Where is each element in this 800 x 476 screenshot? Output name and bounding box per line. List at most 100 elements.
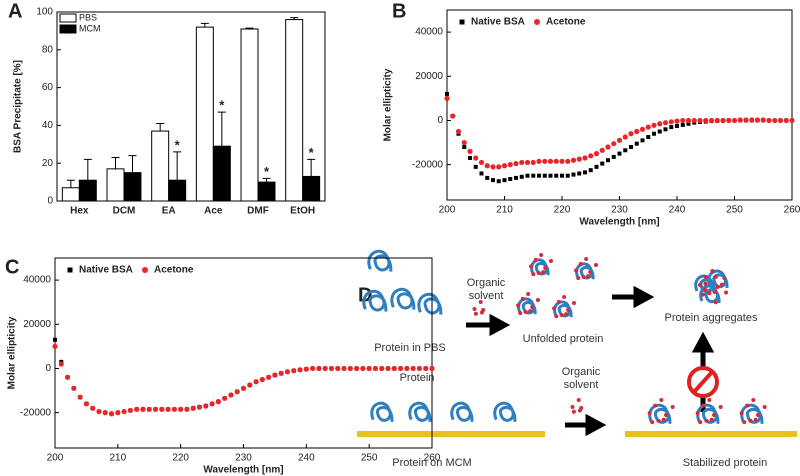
x-tick-label: Ace bbox=[204, 206, 223, 217]
solvent-dot bbox=[753, 417, 758, 422]
point bbox=[646, 135, 651, 140]
point bbox=[461, 139, 467, 146]
point bbox=[514, 175, 518, 180]
bar bbox=[285, 19, 304, 202]
solvent-dot bbox=[697, 283, 702, 288]
point bbox=[178, 406, 184, 412]
point bbox=[397, 365, 404, 372]
arrow bbox=[612, 285, 655, 309]
point bbox=[360, 365, 366, 372]
solvent-dot bbox=[535, 298, 540, 303]
point bbox=[354, 365, 360, 372]
point bbox=[146, 406, 152, 412]
solvent-dot bbox=[707, 291, 712, 296]
point bbox=[347, 365, 353, 372]
plot-frame bbox=[446, 9, 793, 201]
point bbox=[90, 405, 96, 411]
solvent-dot bbox=[713, 300, 718, 305]
point bbox=[484, 163, 490, 169]
point bbox=[663, 127, 668, 132]
solvent-dot bbox=[556, 299, 561, 304]
solvent-dot bbox=[571, 301, 576, 306]
point bbox=[588, 153, 594, 159]
solvent-dot bbox=[536, 271, 541, 276]
solvent-dot bbox=[650, 420, 655, 425]
point bbox=[366, 365, 372, 372]
point bbox=[328, 365, 335, 372]
block-sign bbox=[692, 370, 714, 394]
point bbox=[385, 365, 391, 372]
point bbox=[708, 117, 715, 124]
solvent-dot bbox=[713, 274, 718, 279]
point bbox=[468, 156, 472, 161]
solvent-dot bbox=[526, 292, 531, 297]
plot-frame bbox=[56, 11, 326, 202]
x-tick-label: 230 bbox=[611, 205, 628, 216]
point bbox=[77, 394, 83, 400]
solvent-dot bbox=[661, 417, 666, 422]
point bbox=[588, 168, 593, 173]
point bbox=[341, 365, 347, 372]
solvent-dot bbox=[745, 403, 750, 408]
legend-label: PBS bbox=[79, 12, 97, 22]
solvent-dot bbox=[703, 287, 708, 292]
point bbox=[429, 365, 435, 372]
panel-letter: B bbox=[392, 0, 406, 22]
x-axis-label: Wavelength [nm] bbox=[203, 465, 283, 476]
solvent-dot bbox=[664, 413, 668, 417]
point bbox=[473, 155, 479, 161]
point bbox=[760, 117, 766, 123]
point bbox=[372, 365, 379, 372]
solvent-dot bbox=[695, 411, 700, 416]
point bbox=[508, 177, 513, 182]
legend-label: Acetone bbox=[154, 265, 194, 276]
solvent-dot bbox=[712, 413, 716, 417]
point bbox=[171, 406, 177, 412]
solvent-dot bbox=[709, 417, 714, 422]
error-bar bbox=[217, 111, 226, 147]
label: Unfolded protein bbox=[523, 333, 604, 345]
point bbox=[102, 410, 108, 416]
point bbox=[749, 117, 755, 123]
bar bbox=[212, 145, 231, 202]
x-tick-label: Hex bbox=[70, 206, 89, 217]
point bbox=[253, 379, 259, 385]
bar bbox=[257, 181, 276, 202]
protein bbox=[493, 401, 517, 422]
solvent-dot bbox=[656, 418, 661, 423]
solvent-dot bbox=[577, 408, 582, 413]
point bbox=[513, 160, 519, 167]
point bbox=[559, 158, 565, 164]
protein bbox=[417, 292, 443, 315]
legend-swatch bbox=[59, 13, 77, 23]
y-tick-label: 0 bbox=[47, 196, 53, 207]
solvent-dot bbox=[554, 314, 559, 319]
point bbox=[582, 155, 588, 161]
y-tick-label: 20000 bbox=[23, 319, 51, 330]
error-bar bbox=[111, 157, 120, 169]
solvent-dot bbox=[751, 398, 756, 403]
error-bar bbox=[290, 17, 299, 20]
point bbox=[496, 179, 501, 184]
error-bar bbox=[262, 177, 271, 183]
protein bbox=[370, 401, 394, 422]
point bbox=[165, 406, 171, 412]
error-bar bbox=[66, 179, 75, 188]
legend-swatch bbox=[59, 24, 77, 34]
point bbox=[777, 117, 784, 124]
point bbox=[594, 164, 599, 169]
point bbox=[524, 159, 531, 166]
label: Organic solvent bbox=[467, 277, 506, 302]
bar bbox=[302, 175, 321, 202]
point bbox=[783, 117, 789, 124]
legend-label: Native BSA bbox=[471, 17, 525, 28]
point bbox=[127, 407, 133, 414]
legend-marker bbox=[534, 19, 540, 25]
legend-label: MCM bbox=[79, 23, 101, 33]
point bbox=[703, 117, 709, 124]
point bbox=[766, 117, 772, 124]
point bbox=[152, 406, 159, 412]
panel-letter: C bbox=[5, 256, 19, 278]
solvent-dot bbox=[670, 404, 675, 409]
point bbox=[622, 134, 628, 140]
